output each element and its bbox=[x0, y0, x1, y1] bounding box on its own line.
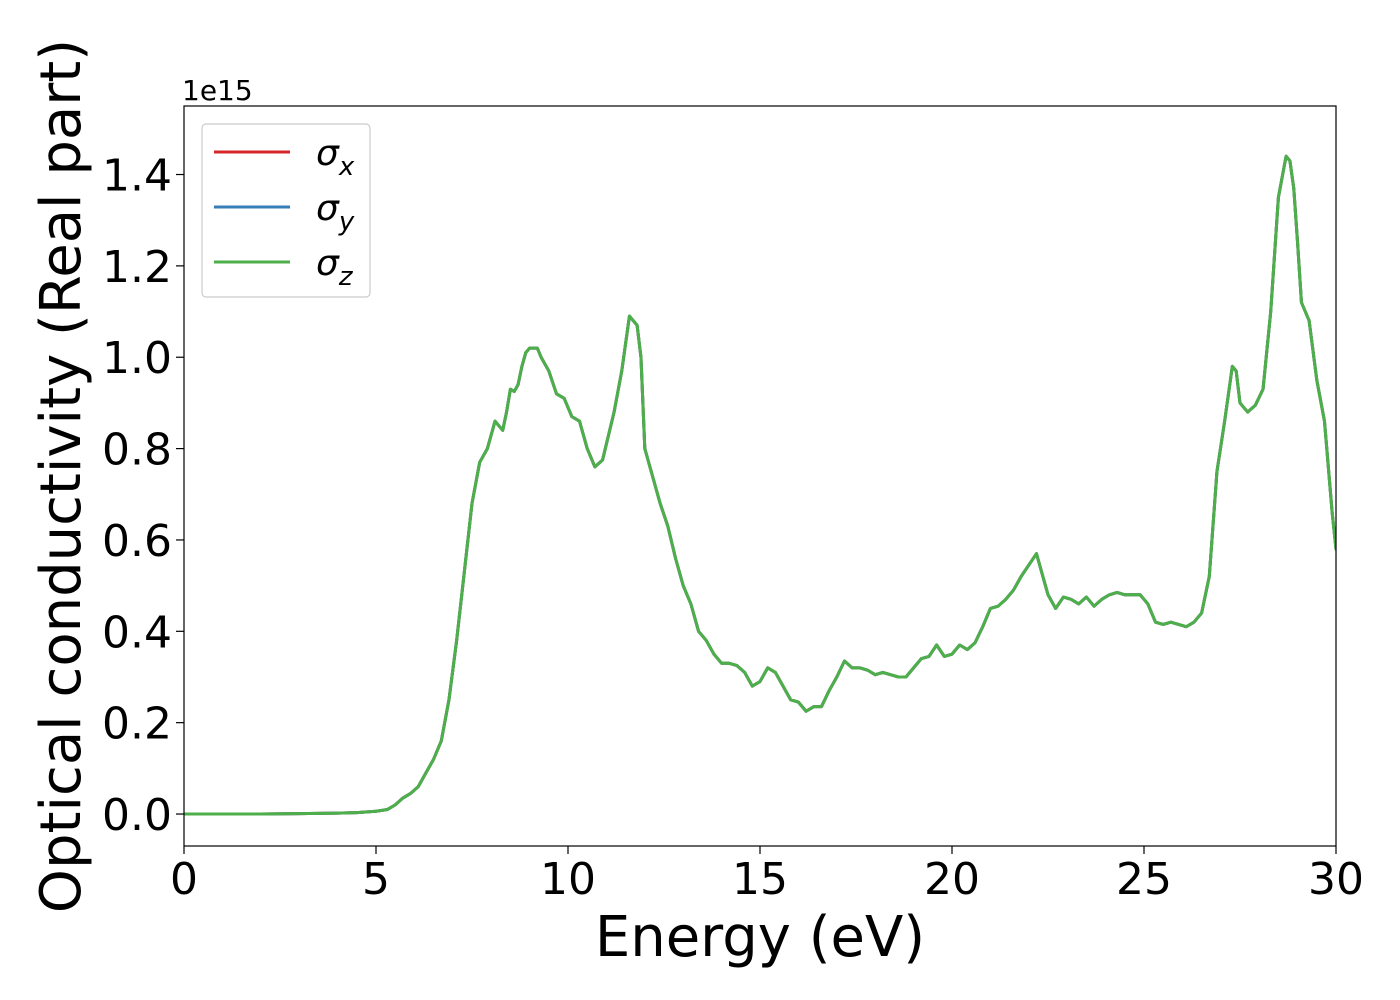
legend-subscript: x bbox=[338, 152, 355, 182]
y-tick-label: 1.2 bbox=[102, 242, 172, 293]
x-tick-label: 5 bbox=[362, 854, 390, 905]
x-tick-label: 30 bbox=[1308, 854, 1364, 905]
y-offset-text: 1e15 bbox=[182, 74, 253, 107]
x-tick-label: 15 bbox=[732, 854, 788, 905]
y-axis-label: Optical conductivity (Real part) bbox=[29, 39, 94, 913]
y-tick-label: 0.4 bbox=[102, 607, 172, 658]
x-tick-label: 10 bbox=[540, 854, 596, 905]
y-tick-label: 0.8 bbox=[102, 425, 172, 476]
legend-symbol: σ bbox=[316, 188, 340, 229]
y-tick-label: 0.6 bbox=[102, 516, 172, 567]
x-tick-label: 25 bbox=[1116, 854, 1172, 905]
x-tick-label: 0 bbox=[170, 854, 198, 905]
legend-label-z: σz bbox=[316, 243, 354, 292]
series-layer bbox=[184, 154, 1336, 816]
legend-subscript: z bbox=[338, 262, 354, 292]
y-tick-label: 0.2 bbox=[102, 699, 172, 750]
y-tick-label: 1.4 bbox=[102, 151, 172, 202]
x-tick-label: 20 bbox=[924, 854, 980, 905]
legend-label-x: σx bbox=[316, 133, 355, 182]
y-tick-label: 1.0 bbox=[102, 333, 172, 384]
legend-symbol: σ bbox=[316, 133, 340, 174]
legend-subscript: y bbox=[338, 207, 355, 237]
x-axis-ticks: 0 5 10 15 20 25 30 bbox=[170, 846, 1364, 905]
x-axis-label: Energy (eV) bbox=[595, 905, 925, 970]
y-tick-label: 0.0 bbox=[102, 790, 172, 841]
y-axis-ticks: 0.0 0.2 0.4 0.6 0.8 1.0 1.2 1.4 bbox=[102, 151, 184, 841]
series-line-z bbox=[184, 154, 1336, 816]
legend-symbol: σ bbox=[316, 243, 340, 284]
legend-frame bbox=[201, 123, 371, 298]
legend-label-y: σy bbox=[316, 188, 355, 237]
